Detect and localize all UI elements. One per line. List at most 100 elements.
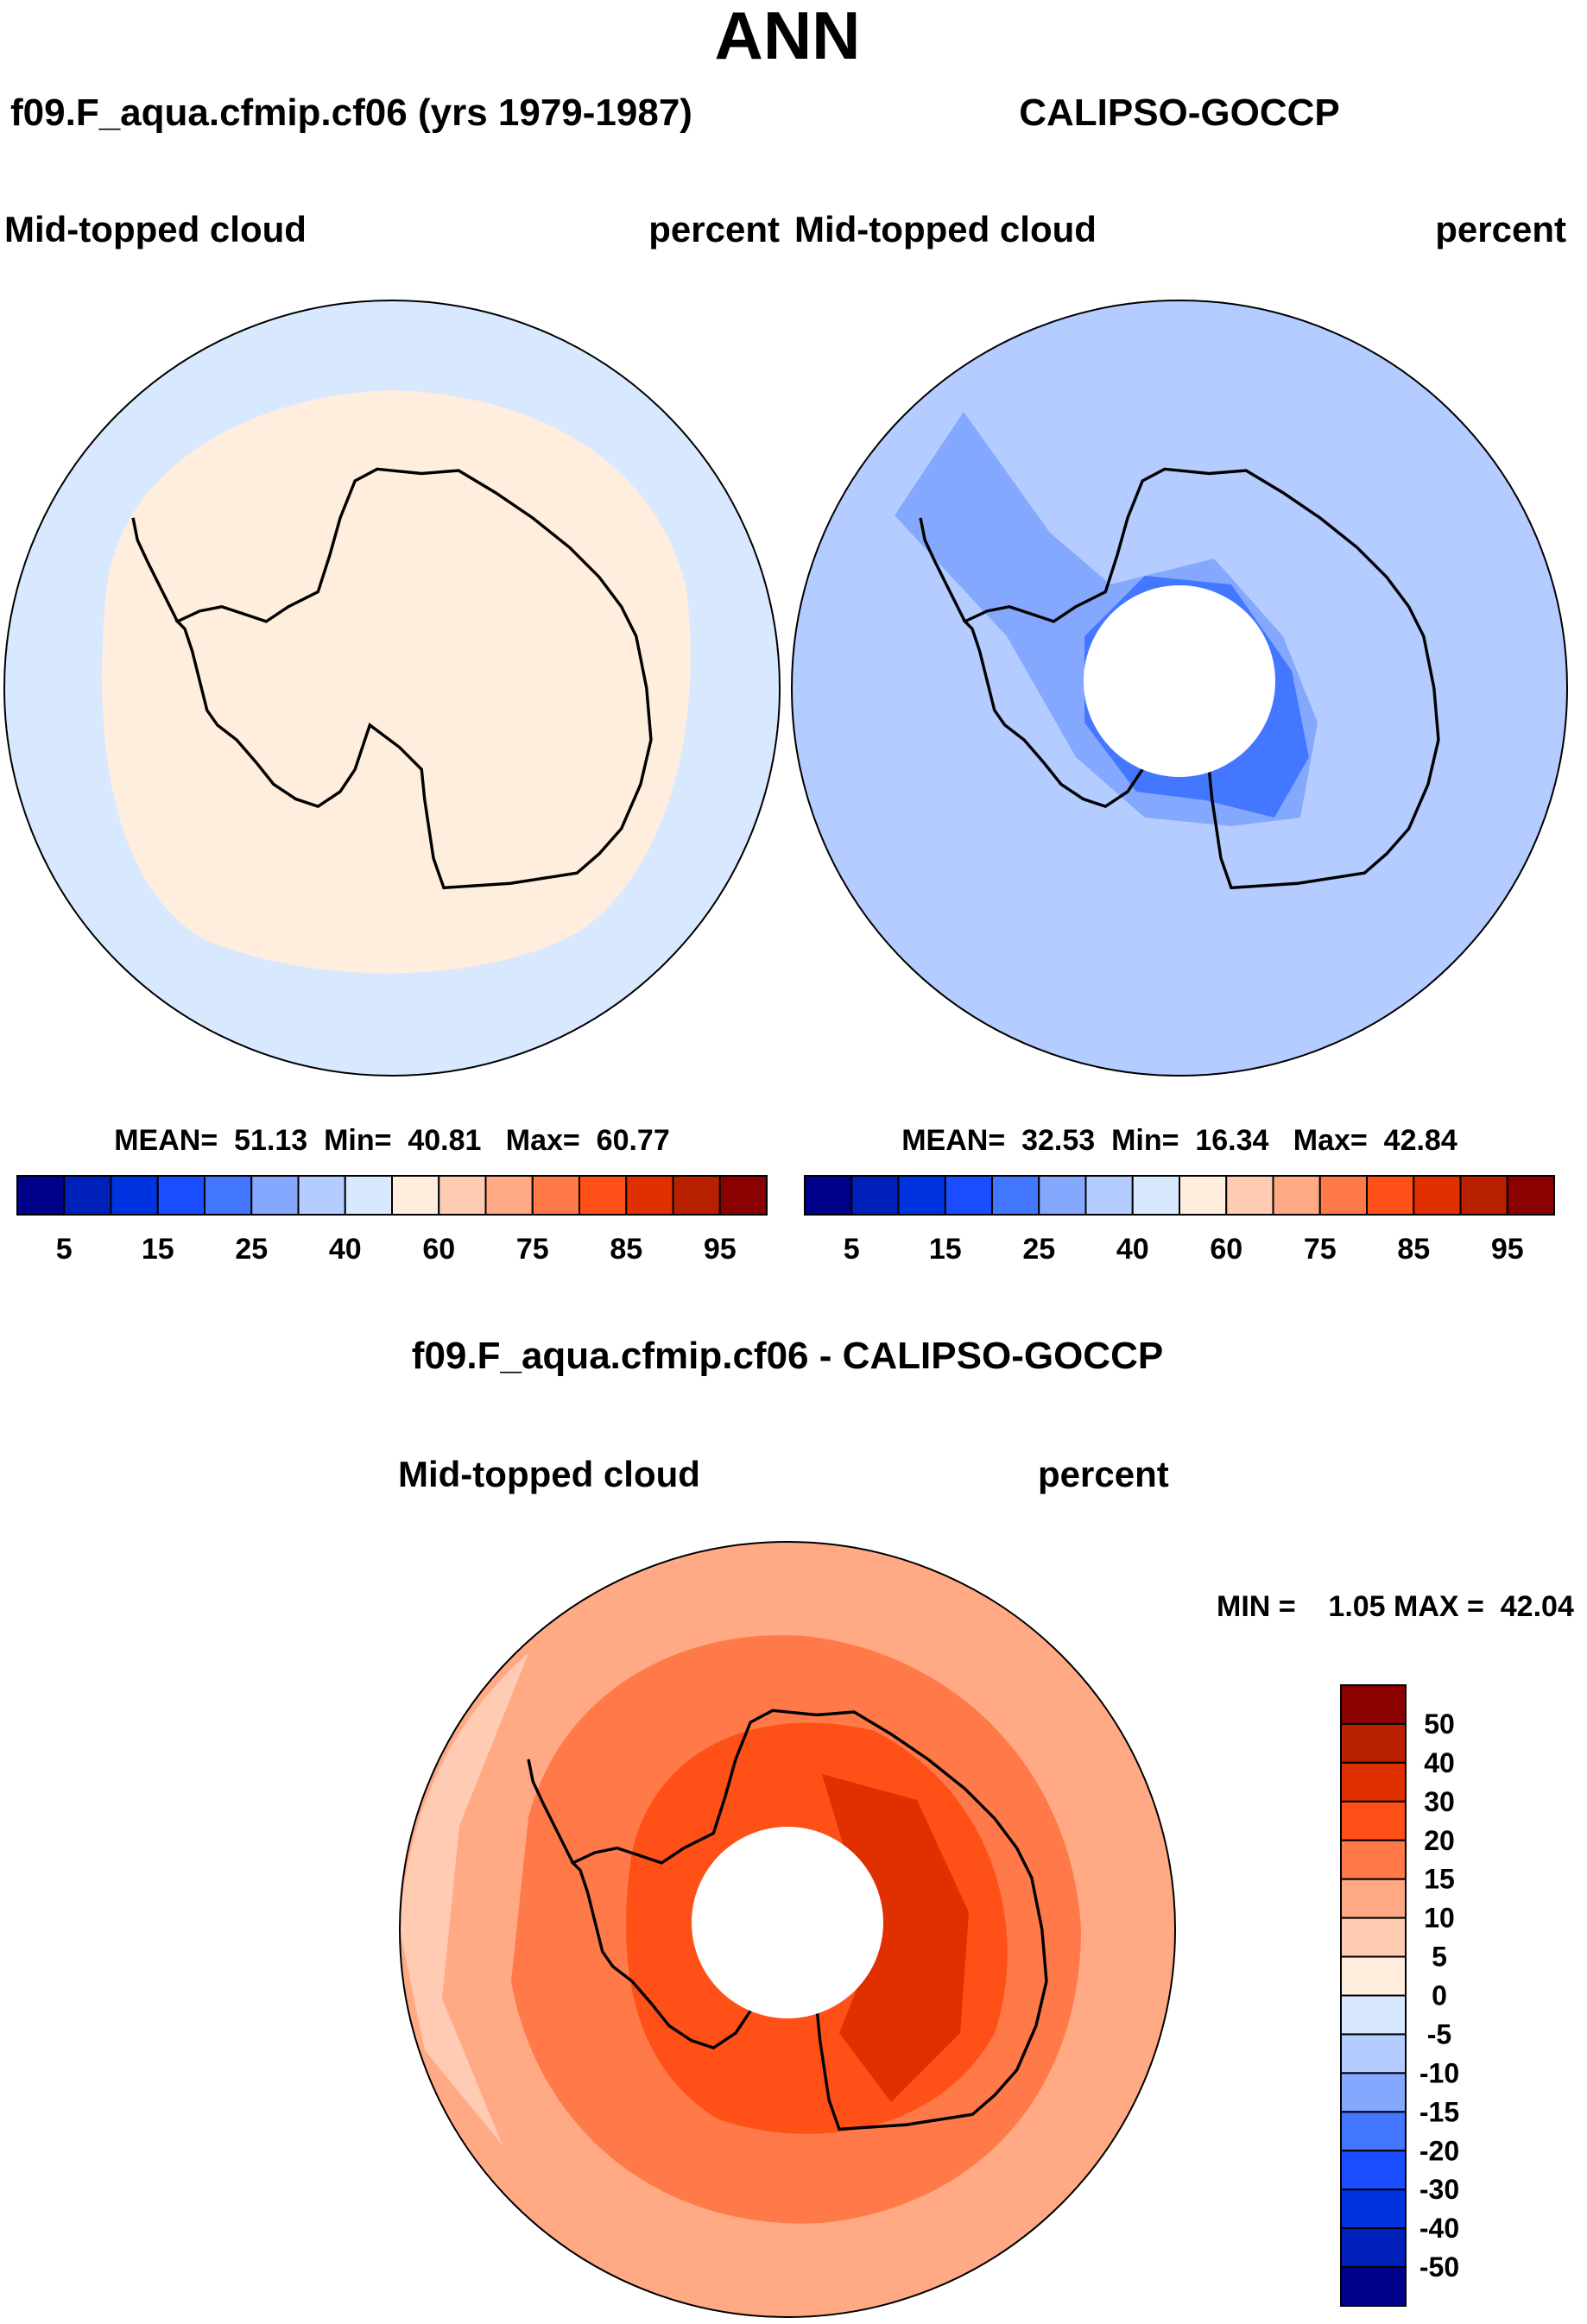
panel-stats: MEAN= 32.53 Min= 16.34 Max= 42.84 — [901, 1124, 1457, 1157]
colorbar-swatch — [250, 1175, 300, 1216]
colorbar-swatch — [1340, 1878, 1407, 1919]
colorbar-obs: 5 15 25 40 60 75 85 95 — [804, 1175, 1555, 1266]
colorbar-tick-label: 5 — [844, 1233, 860, 1266]
colorbar-swatch — [1179, 1175, 1228, 1216]
panel-subtitle: CALIPSO-GOCCP — [1019, 92, 1340, 134]
colorbar-tick-label: -10 — [1419, 2057, 1459, 2088]
colorbar-tick-label: 10 — [1424, 1903, 1455, 1934]
colorbar-swatch — [804, 1175, 853, 1216]
colorbar-swatch — [672, 1175, 721, 1216]
colorbar-tick-label: 75 — [1304, 1233, 1337, 1266]
colorbar-swatch — [579, 1175, 628, 1216]
missing-data-hole — [1084, 585, 1275, 777]
diff-units: percent — [1038, 1454, 1169, 1494]
colorbar-swatch — [1318, 1175, 1368, 1216]
colorbar-swatch — [1340, 1839, 1407, 1880]
colorbar-tick-label: -15 — [1419, 2096, 1459, 2127]
colorbar-swatch — [850, 1175, 900, 1216]
colorbar-swatch — [63, 1175, 112, 1216]
colorbar-swatch — [110, 1175, 159, 1216]
colorbar-swatch — [1340, 2227, 1407, 2269]
colorbar-tick-label: -40 — [1419, 2213, 1459, 2244]
diff-stats: MIN = 1.05 MAX = 42.04 — [1217, 1590, 1574, 1623]
colorbar-tick-label: 85 — [610, 1233, 642, 1266]
colorbar-swatch — [16, 1175, 66, 1216]
colorbar-swatch — [297, 1175, 346, 1216]
colorbar-swatch — [1272, 1175, 1321, 1216]
contour-region — [822, 1774, 969, 2102]
colorbar-tick-label: 60 — [1210, 1233, 1242, 1266]
colorbar-swatch — [944, 1175, 993, 1216]
colorbar-swatch — [156, 1175, 205, 1216]
panel-variable: Mid-topped cloud — [794, 209, 1097, 249]
colorbar-swatch — [1340, 1917, 1407, 1958]
figure-title: ANN — [715, 0, 861, 73]
colorbar-swatch — [1340, 2111, 1407, 2152]
colorbar-swatch — [718, 1175, 768, 1216]
colorbar-swatch — [625, 1175, 674, 1216]
colorbar-swatch — [1366, 1175, 1415, 1216]
colorbar-tick-label: -50 — [1419, 2251, 1459, 2283]
colorbar-tick-label: 25 — [1022, 1233, 1055, 1266]
panel-diff: f09.F_aqua.cfmip.cf06 - CALIPSO-GOCCP Mi… — [398, 1335, 1574, 2318]
contour-region — [102, 390, 691, 974]
colorbar-tick-label: 15 — [1424, 1864, 1455, 1895]
colorbar-swatch — [1340, 2150, 1407, 2191]
diff-title: f09.F_aqua.cfmip.cf06 - CALIPSO-GOCCP — [412, 1335, 1163, 1377]
colorbar-swatch — [1459, 1175, 1508, 1216]
colorbar-swatch — [1506, 1175, 1555, 1216]
colorbar-swatch — [438, 1175, 487, 1216]
panel-model: f09.F_aqua.cfmip.cf06 (yrs 1979-1987) Mi… — [3, 92, 781, 1266]
colorbar-tick-label: -5 — [1427, 2018, 1451, 2049]
colorbar-swatch — [1340, 2266, 1407, 2307]
colorbar-swatch — [1038, 1175, 1087, 1216]
diff-variable: Mid-topped cloud — [398, 1454, 700, 1494]
colorbar-tick-label: 40 — [329, 1233, 362, 1266]
colorbar-swatch — [1084, 1175, 1134, 1216]
colorbar-tick-label: 15 — [929, 1233, 962, 1266]
colorbar-swatch — [1225, 1175, 1274, 1216]
colorbar-model: 5 15 25 40 60 75 85 95 — [16, 1175, 768, 1266]
panel-units: percent — [648, 209, 780, 249]
colorbar-swatch — [1340, 1684, 1407, 1725]
colorbar-tick-label: 25 — [235, 1233, 268, 1266]
colorbar-swatch — [1131, 1175, 1180, 1216]
colorbar-swatch — [1340, 1722, 1407, 1764]
colorbar-swatch — [531, 1175, 580, 1216]
colorbar-tick-label: 75 — [516, 1233, 549, 1266]
polar-map-obs — [791, 300, 1568, 1077]
colorbar-swatch — [1340, 1761, 1407, 1803]
colorbar-tick-label: 5 — [1432, 1942, 1447, 1973]
panel-variable: Mid-topped cloud — [4, 209, 307, 249]
colorbar-tick-label: 15 — [142, 1233, 174, 1266]
colorbar-tick-label: 60 — [422, 1233, 455, 1266]
colorbar-swatch — [1340, 1994, 1407, 2036]
polar-map-model — [3, 300, 781, 1077]
colorbar-swatch — [1340, 2188, 1407, 2230]
panel-obs: CALIPSO-GOCCP Mid-topped cloud percent M… — [791, 92, 1568, 1266]
colorbar-swatch — [391, 1175, 440, 1216]
colorbar-swatch — [344, 1175, 393, 1216]
colorbar-swatch — [991, 1175, 1040, 1216]
colorbar-tick-label: -30 — [1419, 2174, 1459, 2205]
colorbar-tick-label: 5 — [56, 1233, 73, 1266]
colorbar-tick-label: 95 — [704, 1233, 737, 1266]
polar-map-diff — [399, 1541, 1176, 2318]
missing-data-hole — [692, 1827, 883, 2018]
colorbar-swatch — [1340, 1800, 1407, 1841]
panel-units: percent — [1435, 209, 1566, 249]
colorbar-tick-label: -20 — [1419, 2135, 1459, 2166]
colorbar-tick-label: 30 — [1424, 1786, 1455, 1817]
colorbar-swatch — [1340, 1955, 1407, 1997]
colorbar-tick-label: 40 — [1116, 1233, 1149, 1266]
colorbar-tick-label: 20 — [1424, 1825, 1455, 1856]
panel-stats: MEAN= 51.13 Min= 40.81 Max= 60.77 — [114, 1124, 670, 1157]
colorbar-tick-label: 0 — [1432, 1980, 1447, 2011]
colorbar-tick-label: 40 — [1424, 1747, 1455, 1778]
contour-region — [400, 1653, 528, 2145]
colorbar-tick-label: 95 — [1491, 1233, 1524, 1266]
colorbar-swatch — [484, 1175, 534, 1216]
colorbar-swatch — [1340, 2033, 1407, 2075]
